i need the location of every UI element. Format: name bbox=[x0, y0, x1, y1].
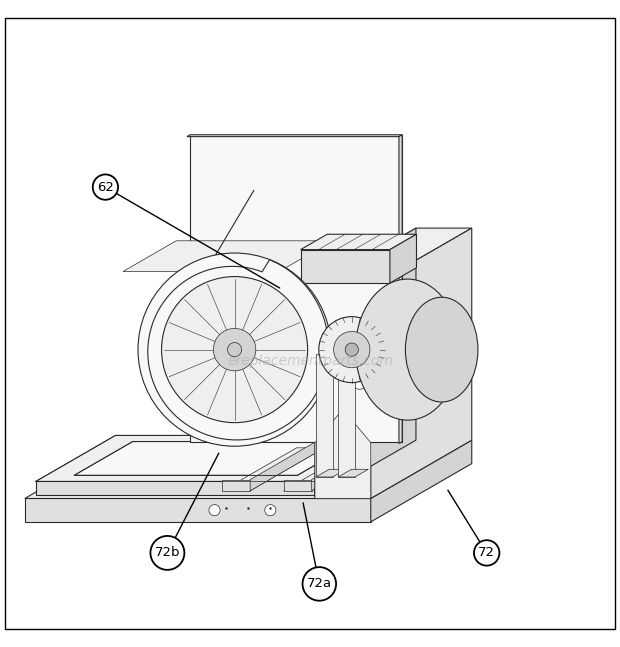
Polygon shape bbox=[36, 435, 394, 481]
Polygon shape bbox=[222, 479, 250, 491]
Polygon shape bbox=[283, 479, 311, 491]
Circle shape bbox=[162, 276, 308, 422]
Polygon shape bbox=[74, 441, 356, 476]
Ellipse shape bbox=[405, 297, 478, 402]
Circle shape bbox=[265, 505, 276, 516]
Text: 72a: 72a bbox=[307, 577, 332, 591]
Circle shape bbox=[334, 331, 370, 367]
Circle shape bbox=[319, 316, 385, 382]
Polygon shape bbox=[25, 440, 472, 498]
Text: 62: 62 bbox=[97, 181, 114, 193]
Polygon shape bbox=[339, 354, 355, 477]
Polygon shape bbox=[315, 435, 394, 496]
Polygon shape bbox=[283, 448, 386, 491]
Polygon shape bbox=[371, 228, 472, 498]
Circle shape bbox=[228, 342, 242, 356]
Polygon shape bbox=[399, 135, 402, 444]
Polygon shape bbox=[311, 437, 386, 491]
Polygon shape bbox=[187, 135, 402, 137]
Polygon shape bbox=[371, 440, 472, 522]
Circle shape bbox=[352, 375, 367, 389]
Polygon shape bbox=[36, 481, 315, 496]
Polygon shape bbox=[315, 228, 472, 287]
Polygon shape bbox=[25, 498, 371, 522]
Circle shape bbox=[345, 343, 358, 356]
Circle shape bbox=[213, 329, 256, 371]
Polygon shape bbox=[301, 234, 417, 250]
Circle shape bbox=[209, 505, 220, 516]
Polygon shape bbox=[301, 250, 390, 283]
Text: 72b: 72b bbox=[154, 547, 180, 560]
Polygon shape bbox=[148, 259, 329, 440]
Polygon shape bbox=[316, 469, 346, 477]
Polygon shape bbox=[315, 228, 416, 498]
Polygon shape bbox=[250, 437, 324, 491]
Polygon shape bbox=[315, 287, 371, 498]
Polygon shape bbox=[390, 234, 417, 283]
Polygon shape bbox=[123, 241, 332, 272]
Polygon shape bbox=[315, 409, 371, 498]
Polygon shape bbox=[222, 448, 324, 491]
Text: 72: 72 bbox=[478, 547, 495, 560]
Ellipse shape bbox=[355, 279, 459, 420]
Polygon shape bbox=[316, 354, 333, 477]
Polygon shape bbox=[190, 135, 402, 442]
Polygon shape bbox=[339, 469, 368, 477]
Text: ereplacementparts.com: ereplacementparts.com bbox=[227, 354, 393, 367]
Circle shape bbox=[138, 253, 331, 446]
